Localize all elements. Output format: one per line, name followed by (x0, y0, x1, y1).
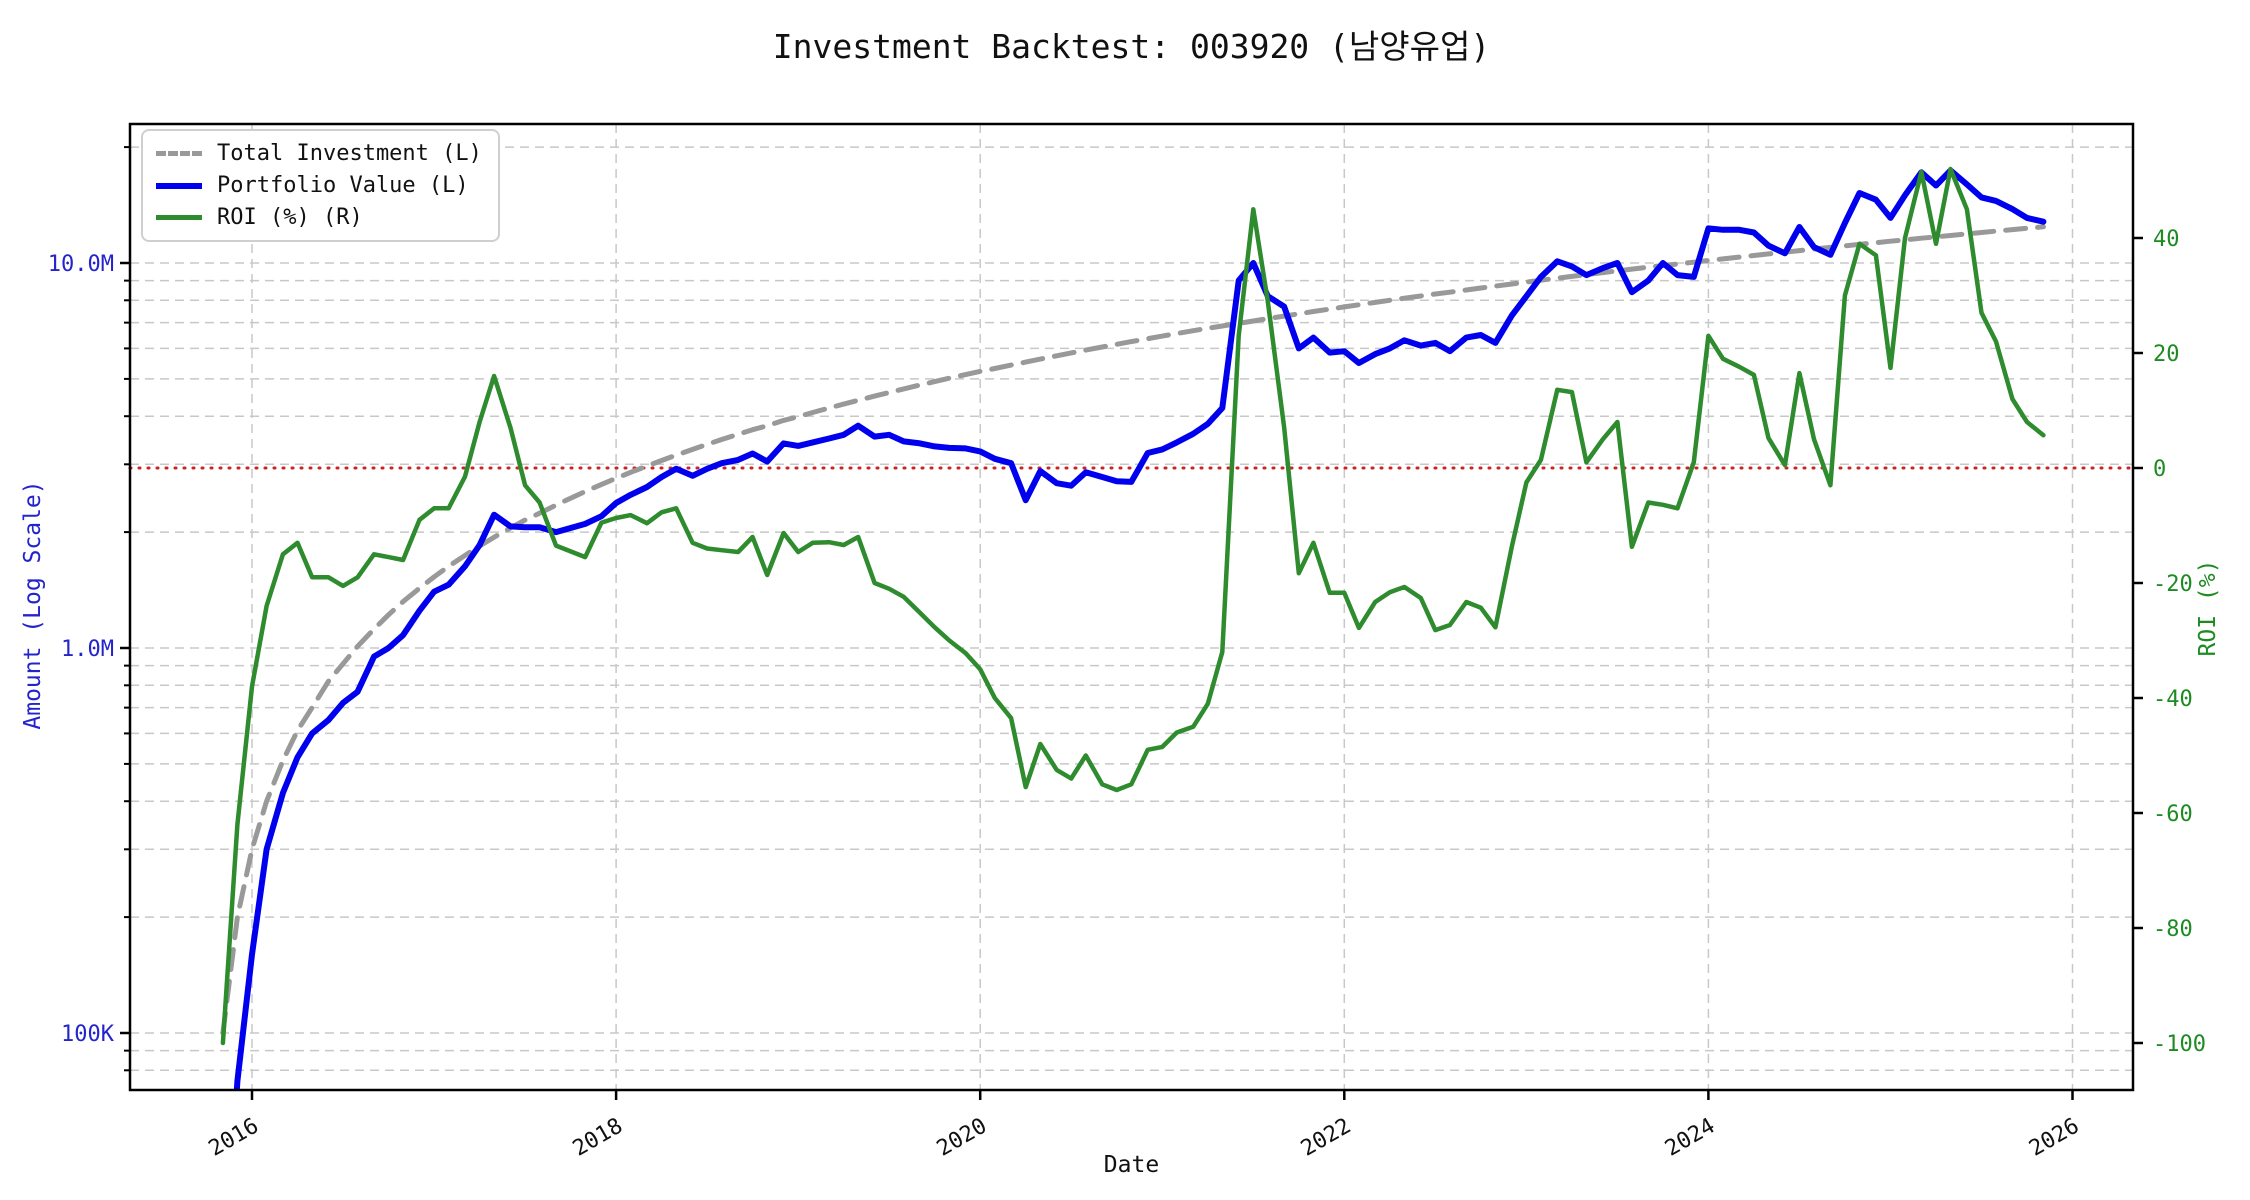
x-axis-title: Date (1103, 1152, 1160, 1178)
legend-label: ROI (%) (R) (217, 205, 363, 230)
legend-label: Total Investment (L) (217, 141, 482, 166)
ytickR-label: -80 (2153, 917, 2193, 942)
ytickL-label: 10.0M (48, 252, 114, 277)
ytickR-label: -100 (2153, 1032, 2206, 1057)
legend-item-total-investment: Total Investment (L) (156, 141, 482, 166)
left-axis-title: Amount (Log Scale) (20, 480, 46, 730)
total-investment-swatch (156, 151, 202, 156)
legend-item-portfolio-value: Portfolio Value (L) (156, 173, 482, 198)
ytickR-label: 20 (2153, 342, 2180, 367)
ytickR-label: -40 (2153, 687, 2193, 712)
ytickL-label: 100K (61, 1022, 115, 1047)
legend: Total Investment (L) Portfolio Value (L)… (141, 129, 500, 242)
legend-label: Portfolio Value (L) (217, 173, 469, 198)
legend-item-roi: ROI (%) (R) (156, 205, 482, 230)
chart-title: Investment Backtest: 003920 (남양유업) (772, 27, 1491, 66)
total-investment-line (220, 224, 2046, 1036)
plot-frame (128, 122, 2135, 1092)
ytickR-label: -20 (2153, 572, 2193, 597)
roi-line (220, 166, 2046, 1046)
portfolio-value-line (233, 167, 2047, 1090)
right-axis-title: ROI (%) (2195, 559, 2221, 657)
portfolio-value-swatch (156, 182, 202, 189)
ytickR-label: 0 (2153, 457, 2166, 482)
roi-swatch (156, 215, 202, 220)
ytickL-label: 1.0M (61, 637, 114, 662)
data-series-layer (220, 166, 2047, 1090)
ytickR-label: -60 (2153, 802, 2193, 827)
ytickR-label: 40 (2153, 227, 2180, 252)
gridlines (130, 124, 2133, 1090)
